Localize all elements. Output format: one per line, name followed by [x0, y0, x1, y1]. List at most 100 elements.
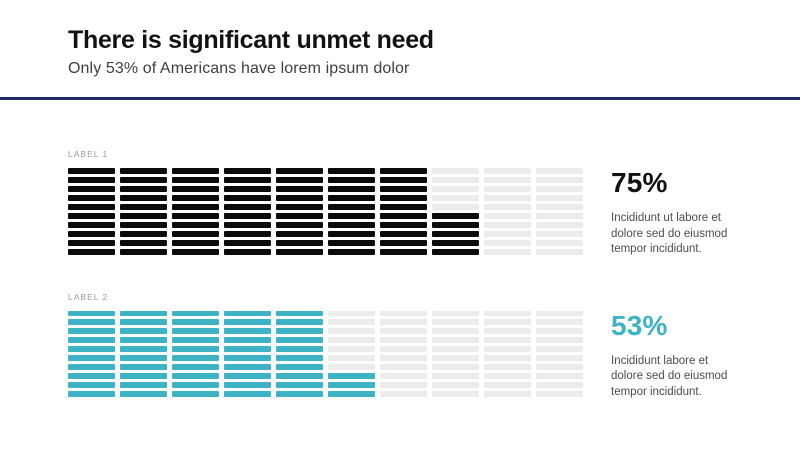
waffle-cell: [172, 373, 219, 380]
waffle-cell: [328, 364, 375, 371]
waffle-cell: [120, 221, 167, 228]
waffle-cell: [224, 346, 271, 353]
waffle-cell: [276, 373, 323, 380]
waffle-cell: [328, 168, 375, 174]
waffle-cell: [224, 364, 271, 371]
chart-label: LABEL 2: [68, 291, 109, 302]
waffle-cell: [276, 364, 323, 371]
waffle-cell: [380, 355, 427, 362]
waffle-cell: [172, 212, 219, 219]
waffle-cell: [380, 382, 427, 389]
waffle-cell: [120, 185, 167, 192]
waffle-cell: [432, 373, 479, 380]
waffle-cell: [172, 382, 219, 389]
waffle-cell: [224, 337, 271, 344]
waffle-cell: [120, 310, 167, 317]
chart-label: LABEL 1: [68, 149, 109, 159]
waffle-cell: [120, 364, 167, 371]
waffle-cell: [120, 239, 167, 246]
waffle-cell: [328, 373, 375, 380]
waffle-cell: [224, 194, 271, 201]
waffle-cell: [172, 194, 219, 201]
waffle-cell: [172, 203, 219, 210]
waffle-cell: [172, 230, 219, 237]
waffle-cell: [536, 221, 583, 228]
waffle-cell: [172, 328, 219, 335]
waffle-cell: [68, 319, 115, 326]
waffle-cell: [432, 337, 479, 344]
waffle-cell: [120, 203, 167, 210]
waffle-cell: [484, 382, 531, 389]
waffle-cell: [120, 194, 167, 201]
waffle-cell: [120, 373, 167, 380]
waffle-cell: [276, 328, 323, 335]
waffle-cell: [432, 319, 479, 326]
waffle-cell: [536, 203, 583, 210]
waffle-cell: [380, 176, 427, 183]
waffle-cell: [68, 373, 115, 380]
waffle-cell: [432, 194, 479, 201]
waffle-cell: [380, 185, 427, 192]
chart-stats: 53% Incididunt labore et dolore sed do ei…: [611, 311, 756, 401]
waffle-cell: [432, 310, 479, 317]
description-line: tempor incididunt.: [611, 243, 702, 255]
waffle-cell: [172, 310, 219, 317]
chart-body: 53% Incididunt labore et dolore sed do ei…: [68, 310, 756, 401]
waffle-cell: [68, 337, 115, 344]
waffle-cell: [276, 382, 323, 389]
waffle-cell: [432, 364, 479, 371]
waffle-cell: [328, 176, 375, 183]
waffle-cell: [536, 373, 583, 380]
waffle-cell: [224, 176, 271, 183]
waffle-cell: [68, 212, 115, 219]
waffle-cell: [276, 176, 323, 183]
waffle-cell: [380, 230, 427, 237]
waffle-cell: [484, 176, 531, 183]
waffle-cell: [172, 319, 219, 326]
waffle-cell: [380, 194, 427, 201]
waffle-cell: [484, 391, 531, 398]
waffle-cell: [120, 212, 167, 219]
description-line: dolore sed do eiusmod: [611, 227, 728, 240]
waffle-cell: [276, 248, 323, 255]
percent-value: 75%: [611, 167, 668, 198]
chart-body: 75% Incididunt ut labore et dolore sed do…: [68, 168, 756, 258]
waffle-cell: [328, 203, 375, 210]
waffle-cell: [120, 346, 167, 353]
description-line: tempor incididunt.: [611, 385, 702, 398]
waffle-cell: [380, 391, 427, 398]
waffle-cell: [172, 176, 219, 183]
waffle-cell: [484, 212, 531, 219]
waffle-cell: [536, 212, 583, 219]
header-divider: [0, 97, 800, 100]
waffle-cell: [68, 221, 115, 228]
waffle-cell: [328, 230, 375, 237]
waffle-cell: [484, 168, 531, 174]
waffle-cell: [224, 328, 271, 335]
waffle-cell: [380, 337, 427, 344]
waffle-cell: [380, 212, 427, 219]
waffle-chart: LABEL 1 75% Incididunt ut labore et dolor…: [68, 149, 756, 258]
waffle-cell: [172, 239, 219, 246]
waffle-cell: [276, 319, 323, 326]
waffle-cell: [328, 391, 375, 398]
waffle-cell: [536, 337, 583, 344]
waffle-cell: [172, 248, 219, 255]
waffle-cell: [172, 346, 219, 353]
waffle-cell: [172, 185, 219, 192]
waffle-cell: [120, 168, 167, 174]
waffle-cell: [328, 248, 375, 255]
waffle-cell: [484, 346, 531, 353]
percent-description: Incididunt ut labore et dolore sed do eiu…: [611, 211, 756, 258]
waffle-cell: [536, 310, 583, 317]
charts-area: LABEL 1 75% Incididunt ut labore et dolor…: [68, 149, 756, 400]
waffle-cell: [484, 364, 531, 371]
waffle-cell: [68, 176, 115, 183]
waffle-cell: [484, 373, 531, 380]
waffle-cell: [432, 355, 479, 362]
waffle-cell: [484, 239, 531, 246]
waffle-cell: [276, 185, 323, 192]
waffle-grid: [68, 168, 583, 255]
waffle-cell: [484, 355, 531, 362]
